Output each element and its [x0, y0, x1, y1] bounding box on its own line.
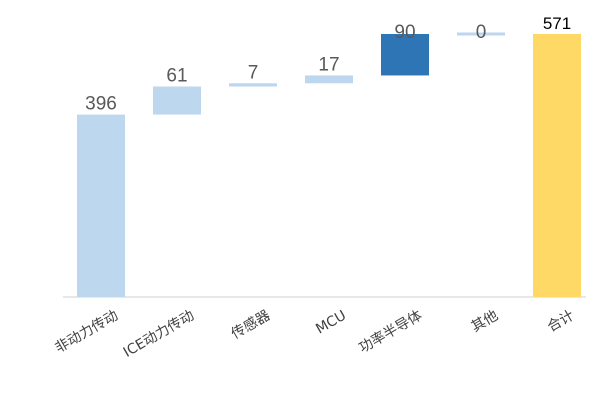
- value-label-3: 7: [248, 62, 259, 83]
- value-label-2: 61: [166, 66, 187, 87]
- value-label-7: 571: [543, 14, 571, 33]
- bar-6: [457, 32, 505, 36]
- category-label-6: 其他: [469, 308, 501, 336]
- bar-1: [77, 114, 125, 297]
- bar-3: [229, 83, 277, 87]
- value-label-1: 396: [85, 94, 117, 115]
- bars-group: [77, 32, 581, 297]
- category-label-3: 传感器: [228, 307, 273, 343]
- value-label-6: 0: [476, 22, 487, 43]
- category-label-4: MCU: [313, 308, 349, 338]
- bar-4: [305, 75, 353, 84]
- bar-7: [533, 34, 581, 297]
- value-labels-group: 396 61 7 17 90 0 571: [85, 14, 571, 115]
- category-label-1: 非动力传动: [52, 308, 121, 357]
- category-labels-group: 非动力传动 ICE动力传动 传感器 MCU 功率半导体 其他 合计: [52, 307, 577, 361]
- value-label-5: 90: [394, 22, 415, 43]
- category-label-7: 合计: [545, 308, 577, 336]
- value-label-4: 17: [318, 54, 339, 75]
- bar-5: [381, 34, 429, 76]
- category-label-2: ICE动力传动: [121, 308, 197, 361]
- category-label-5: 功率半导体: [356, 307, 425, 357]
- bar-2: [153, 86, 201, 115]
